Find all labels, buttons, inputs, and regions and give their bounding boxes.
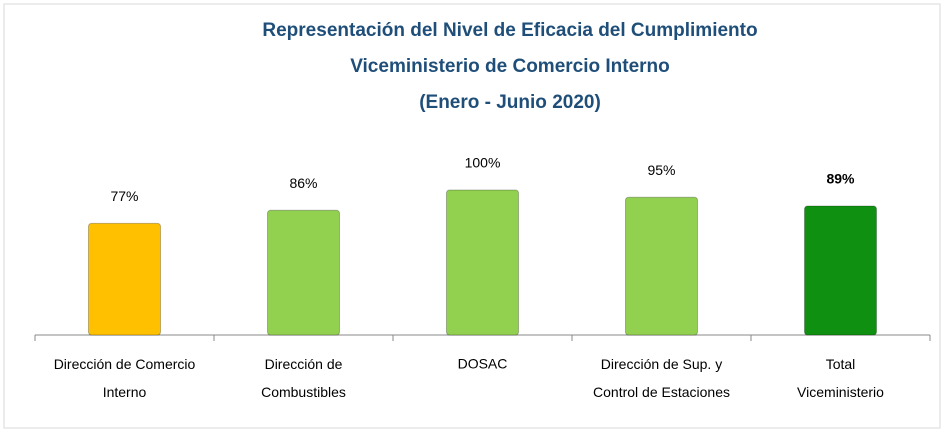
data-label: 86% <box>289 175 317 191</box>
x-tick-label: DOSAC <box>458 356 508 372</box>
bar <box>446 189 519 336</box>
data-label: 95% <box>647 162 675 178</box>
bar <box>88 222 161 336</box>
x-tick-label: Dirección de Sup. y Control de Estaciones <box>593 356 730 400</box>
data-label: 77% <box>110 188 138 204</box>
data-label: 89% <box>826 171 855 187</box>
x-tick-label: Total Viceministerio <box>797 356 884 400</box>
bar <box>625 196 698 336</box>
bar <box>804 205 877 336</box>
chart-title: Representación del Nivel de Eficacia del… <box>262 20 757 41</box>
x-tick-label: Dirección de Combustibles <box>261 356 346 400</box>
chart-subtitle: Viceministerio de Comercio Interno <box>350 56 670 77</box>
bar <box>267 209 340 336</box>
chart-period: (Enero - Junio 2020) <box>419 92 601 113</box>
data-label: 100% <box>465 155 501 171</box>
x-tick-label: Dirección de Comercio Interno <box>54 356 196 400</box>
